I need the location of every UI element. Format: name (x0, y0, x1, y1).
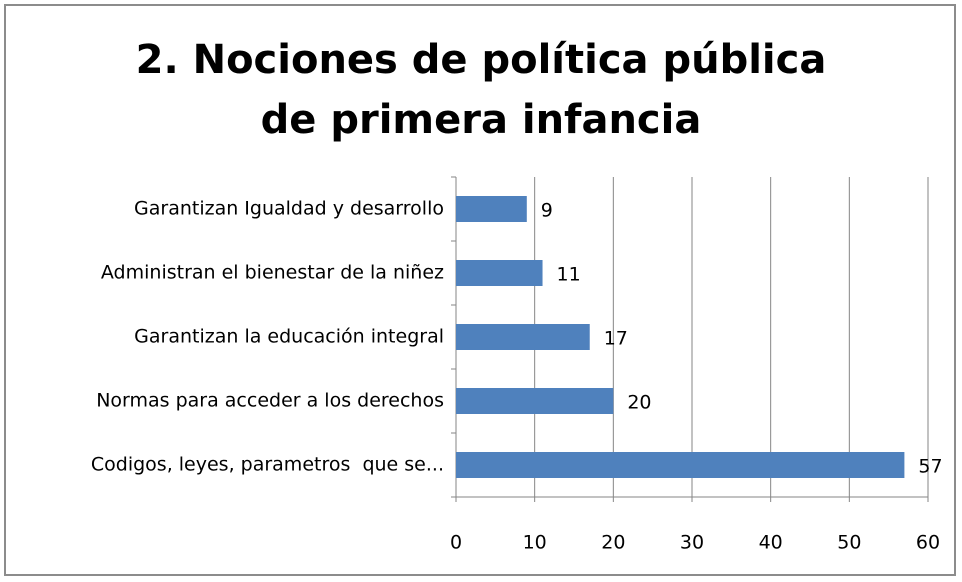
data-label: 57 (918, 456, 942, 478)
data-label: 17 (604, 328, 628, 350)
data-label: 20 (627, 392, 651, 414)
data-label: 9 (541, 200, 553, 222)
bar (456, 196, 527, 222)
y-tick-label: Garantizan la educación integral (134, 326, 444, 348)
chart-title: 2. Nociones de política pública de prime… (135, 37, 827, 143)
x-tick-label: 10 (523, 532, 547, 554)
y-tick-label: Administran el bienestar de la niñez (101, 262, 444, 284)
y-tick-label: Codigos, leyes, parametros que se... (91, 454, 444, 476)
bar (456, 388, 614, 414)
bar (456, 324, 590, 350)
y-tick-label: Normas para acceder a los derechos (96, 390, 444, 412)
x-tick-label: 20 (601, 532, 625, 554)
chart-frame (4, 4, 956, 576)
x-tick-label: 60 (916, 532, 940, 554)
bar (456, 260, 543, 286)
x-tick-label: 30 (680, 532, 704, 554)
x-tick-label: 0 (450, 532, 462, 554)
x-tick-label: 40 (759, 532, 783, 554)
data-label: 11 (557, 264, 581, 286)
x-tick-label: 50 (837, 532, 861, 554)
bar (456, 452, 905, 478)
y-tick-label: Garantizan Igualdad y desarrollo (134, 198, 444, 220)
